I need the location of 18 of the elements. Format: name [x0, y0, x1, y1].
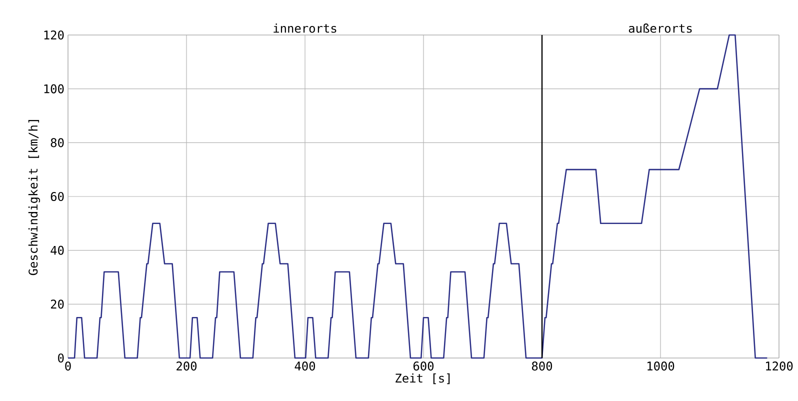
y-tick-label: 120 [44, 30, 64, 40]
y-axis-title: Geschwindigkeit [km/h] [28, 120, 40, 276]
y-tick-label: 80 [50, 138, 64, 148]
y-tick-label: 100 [44, 84, 64, 94]
x-tick-label: 1000 [648, 362, 674, 371]
text: außerorts [628, 24, 692, 33]
y-tick-label: 0 [58, 353, 64, 363]
x-axis-title: Zeit [s] [396, 373, 450, 384]
x-tick-label: 400 [294, 362, 316, 371]
text: innerorts [274, 24, 336, 33]
y-tick-label: 20 [50, 300, 64, 309]
y-tick-label: 40 [50, 246, 64, 255]
x-tick-label: 600 [413, 362, 434, 371]
x-tick-label: 200 [176, 362, 197, 371]
x-tick-label: 0 [65, 362, 71, 371]
x-tick-label: 1200 [766, 362, 793, 371]
y-tick-label: 60 [50, 192, 64, 202]
x-tick-label: 800 [532, 362, 552, 371]
